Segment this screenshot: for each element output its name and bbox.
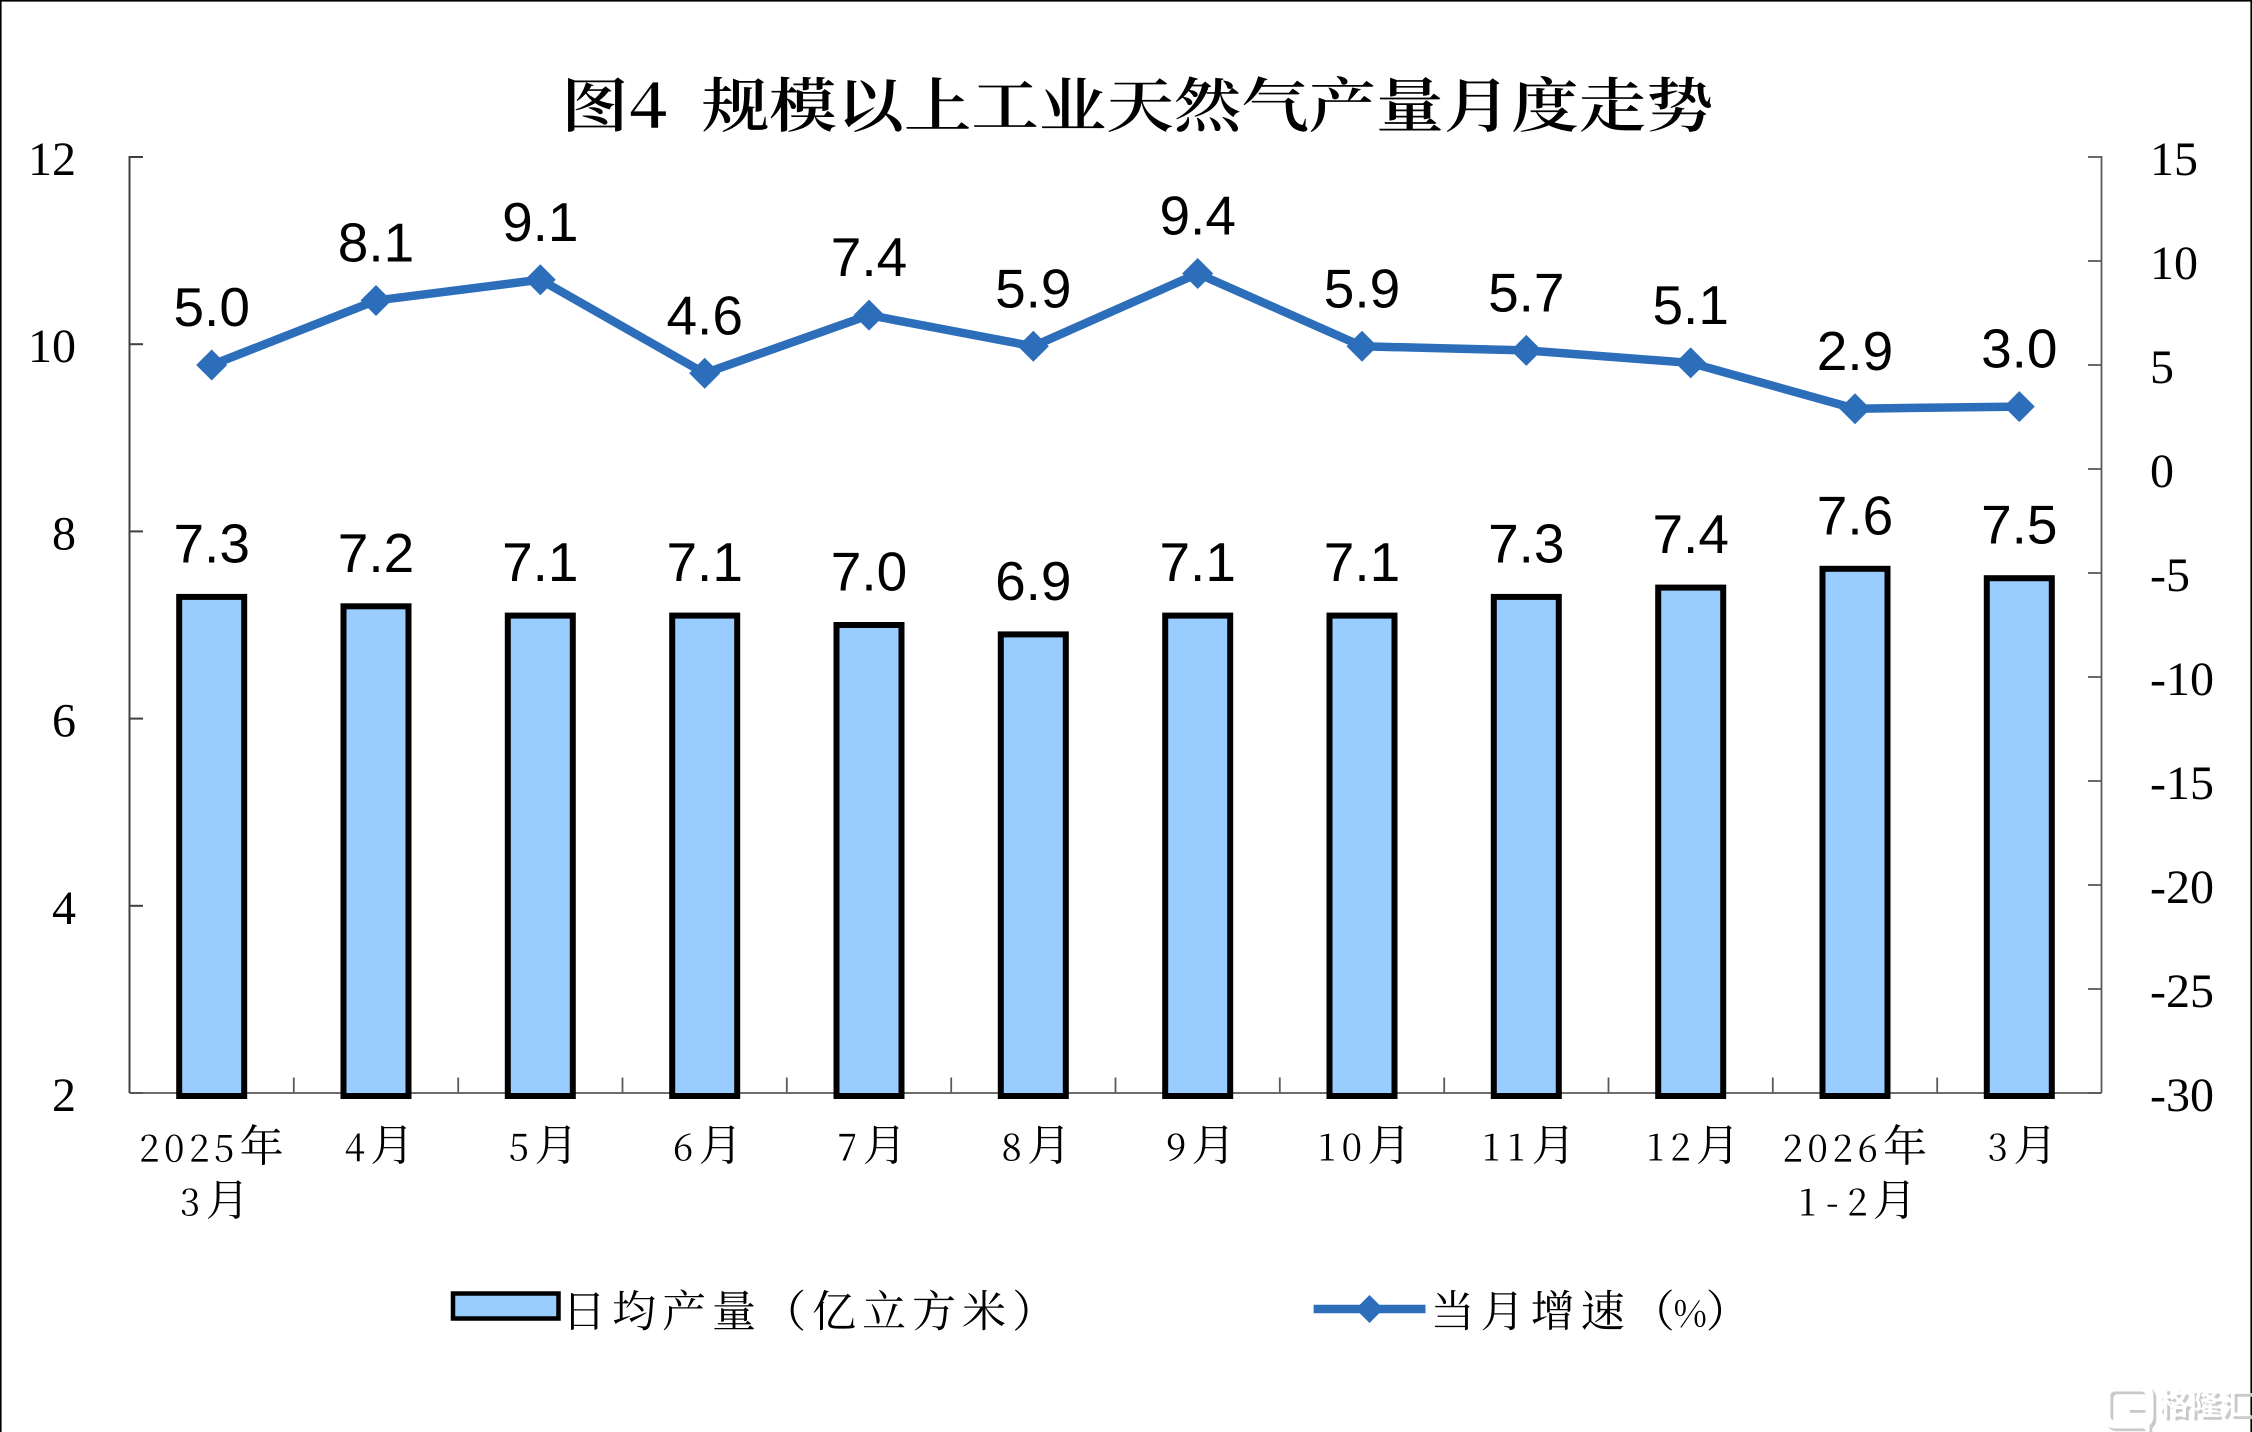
svg-text:0: 0 <box>2150 445 2174 498</box>
svg-text:7.1: 7.1 <box>1159 531 1235 593</box>
svg-text:12: 12 <box>28 133 76 186</box>
svg-text:7.6: 7.6 <box>1817 484 1893 546</box>
svg-text:7.3: 7.3 <box>1488 512 1564 574</box>
svg-text:5.9: 5.9 <box>995 257 1071 319</box>
svg-text:4: 4 <box>52 882 76 935</box>
svg-text:7.1: 7.1 <box>666 531 742 593</box>
svg-text:7.4: 7.4 <box>1652 503 1728 565</box>
svg-text:-15: -15 <box>2150 757 2214 810</box>
svg-text:6.9: 6.9 <box>995 550 1071 612</box>
svg-text:-30: -30 <box>2150 1069 2214 1122</box>
svg-text:8.1: 8.1 <box>338 212 414 274</box>
svg-text:5.7: 5.7 <box>1488 262 1564 324</box>
svg-text:7.4: 7.4 <box>831 226 907 288</box>
svg-text:7.3: 7.3 <box>173 512 249 574</box>
svg-text:5.0: 5.0 <box>173 276 249 338</box>
svg-text:4.6: 4.6 <box>666 284 742 346</box>
svg-text:9.4: 9.4 <box>1159 185 1235 247</box>
svg-text:9.1: 9.1 <box>502 191 578 253</box>
svg-text:10: 10 <box>2150 237 2198 290</box>
svg-text:-5: -5 <box>2150 549 2190 602</box>
svg-text:7.5: 7.5 <box>1981 494 2057 556</box>
svg-text:8: 8 <box>52 507 76 560</box>
svg-text:5.9: 5.9 <box>1324 257 1400 319</box>
svg-text:-10: -10 <box>2150 653 2214 706</box>
svg-text:6: 6 <box>52 695 76 748</box>
svg-text:10: 10 <box>28 320 76 373</box>
svg-text:3.0: 3.0 <box>1981 318 2057 380</box>
svg-text:5: 5 <box>2150 341 2174 394</box>
svg-text:5.1: 5.1 <box>1652 274 1728 336</box>
svg-text:-25: -25 <box>2150 965 2214 1018</box>
svg-text:2: 2 <box>52 1069 76 1122</box>
svg-text:-20: -20 <box>2150 861 2214 914</box>
svg-text:2.9: 2.9 <box>1817 320 1893 382</box>
svg-text:7.1: 7.1 <box>1324 531 1400 593</box>
svg-text:15: 15 <box>2150 133 2198 186</box>
svg-text:7.1: 7.1 <box>502 531 578 593</box>
svg-text:7.0: 7.0 <box>831 541 907 603</box>
svg-text:7.2: 7.2 <box>338 522 414 584</box>
